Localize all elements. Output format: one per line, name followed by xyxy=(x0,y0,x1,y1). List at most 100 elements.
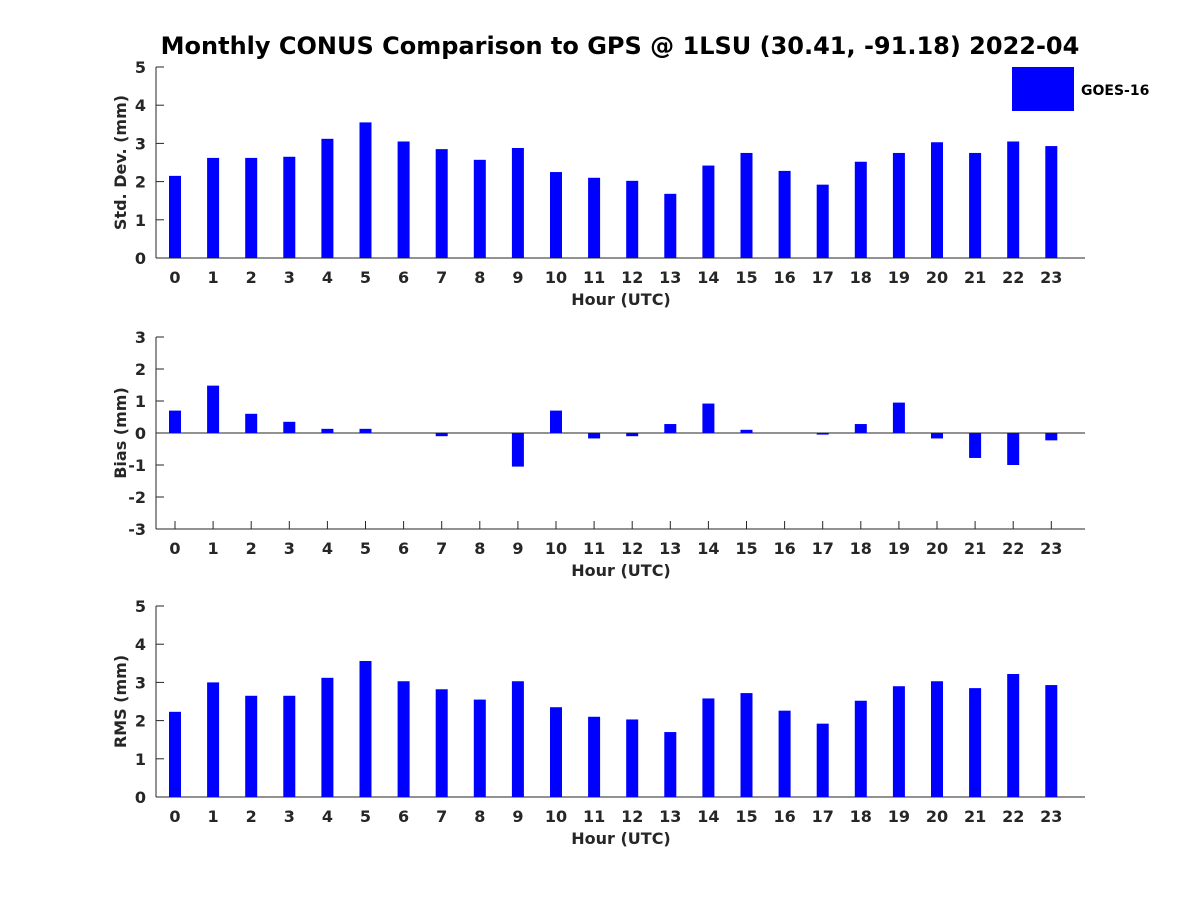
rms-bar xyxy=(435,689,448,797)
std-dev-bar xyxy=(931,142,943,258)
bias-bar xyxy=(435,433,448,437)
std-dev-y-tick-label: 4 xyxy=(135,96,146,115)
std-dev-x-tick-label: 21 xyxy=(964,268,986,287)
bias-bar xyxy=(511,433,524,467)
std-dev-x-tick-label: 2 xyxy=(246,268,257,287)
std-dev-y-tick-label: 5 xyxy=(135,58,146,77)
rms-x-tick-label: 5 xyxy=(360,807,371,826)
rms-x-tick-label: 2 xyxy=(246,807,257,826)
rms-bar xyxy=(702,698,715,797)
rms-x-tick-label: 0 xyxy=(169,807,180,826)
std-dev-x-tick-label: 20 xyxy=(926,268,948,287)
rms-x-tick-label: 3 xyxy=(284,807,295,826)
bias-x-axis-label: Hour (UTC) xyxy=(571,561,671,580)
bias-bar xyxy=(169,410,181,433)
std-dev-x-tick-label: 5 xyxy=(360,268,371,287)
std-dev-x-tick-label: 22 xyxy=(1002,268,1024,287)
bias-y-tick-label: 0 xyxy=(135,424,146,443)
bias-bar xyxy=(664,424,677,433)
std-dev-bar xyxy=(702,165,715,258)
rms-bar xyxy=(740,693,753,797)
rms-x-axis-label: Hour (UTC) xyxy=(571,829,671,848)
rms-x-tick-label: 18 xyxy=(850,807,872,826)
rms-x-tick-label: 10 xyxy=(545,807,567,826)
bias-y-tick-label: 1 xyxy=(135,392,146,411)
bias-bar xyxy=(816,433,829,435)
std-dev-x-tick-label: 13 xyxy=(659,268,681,287)
rms-x-tick-label: 13 xyxy=(659,807,681,826)
rms-x-tick-label: 4 xyxy=(322,807,333,826)
std-dev-bar xyxy=(588,177,601,258)
rms-x-tick-label: 6 xyxy=(398,807,409,826)
bias-x-tick-label: 9 xyxy=(512,539,523,558)
std-dev-bar xyxy=(892,152,905,258)
rms-bar xyxy=(1045,685,1058,797)
rms-x-tick-label: 21 xyxy=(964,807,986,826)
rms-x-tick-label: 14 xyxy=(697,807,719,826)
std-dev-y-tick-label: 3 xyxy=(135,134,146,153)
bias-x-tick-label: 13 xyxy=(659,539,681,558)
legend-swatch xyxy=(1012,67,1074,111)
rms-x-tick-label: 19 xyxy=(888,807,910,826)
bias-y-tick-label: -1 xyxy=(128,456,146,475)
std-dev-y-tick-label: 0 xyxy=(135,249,146,268)
rms-bar xyxy=(931,681,943,797)
std-dev-bar xyxy=(245,157,258,258)
std-dev-bar xyxy=(1045,146,1058,258)
std-dev-bar xyxy=(435,149,448,258)
rms-bar xyxy=(245,695,258,797)
std-dev-x-tick-label: 0 xyxy=(169,268,180,287)
rms-bar xyxy=(397,681,410,797)
std-dev-x-tick-label: 23 xyxy=(1040,268,1062,287)
std-dev-x-tick-label: 1 xyxy=(208,268,219,287)
std-dev-y-tick-label: 2 xyxy=(135,173,146,192)
rms-y-tick-label: 1 xyxy=(135,750,146,769)
rms-bar xyxy=(511,681,524,797)
bias-bar xyxy=(854,424,867,433)
bias-x-tick-label: 2 xyxy=(246,539,257,558)
bias-bar xyxy=(283,421,296,433)
bias-y-tick-label: 2 xyxy=(135,360,146,379)
bias-y-axis-label: Bias (mm) xyxy=(111,387,130,479)
std-dev-bar xyxy=(969,152,982,258)
rms-x-tick-label: 8 xyxy=(474,807,485,826)
bias-bar xyxy=(1045,433,1058,441)
bias-y-tick-label: 3 xyxy=(135,328,146,347)
rms-bar xyxy=(969,688,982,797)
bias-x-tick-label: 5 xyxy=(360,539,371,558)
bias-x-tick-label: 7 xyxy=(436,539,447,558)
rms-x-tick-label: 7 xyxy=(436,807,447,826)
bias-x-tick-label: 17 xyxy=(812,539,834,558)
rms-bar xyxy=(169,711,181,797)
std-dev-bar xyxy=(626,180,639,258)
rms-bar xyxy=(473,699,486,797)
std-dev-x-tick-label: 19 xyxy=(888,268,910,287)
bias-bar xyxy=(321,428,334,433)
rms-bar xyxy=(778,710,791,797)
bias-x-tick-label: 19 xyxy=(888,539,910,558)
rms-bar xyxy=(816,723,829,797)
std-dev-x-axis-label: Hour (UTC) xyxy=(571,290,671,309)
std-dev-bar xyxy=(359,122,372,258)
bias-x-tick-label: 1 xyxy=(208,539,219,558)
std-dev-y-axis-label: Std. Dev. (mm) xyxy=(111,95,130,230)
rms-bar xyxy=(283,695,296,797)
std-dev-bar xyxy=(854,161,867,258)
rms-bar xyxy=(664,732,677,797)
bias-x-tick-label: 6 xyxy=(398,539,409,558)
bias-bar xyxy=(1007,433,1020,465)
bias-x-tick-label: 22 xyxy=(1002,539,1024,558)
std-dev-bar xyxy=(321,138,334,258)
std-dev-x-tick-label: 15 xyxy=(735,268,757,287)
bias-bar xyxy=(969,433,982,458)
std-dev-x-tick-label: 14 xyxy=(697,268,719,287)
bias-bar xyxy=(626,433,639,437)
rms-y-tick-label: 4 xyxy=(135,635,146,654)
bias-x-tick-label: 20 xyxy=(926,539,948,558)
std-dev-bar xyxy=(397,141,410,258)
std-dev-bar xyxy=(283,156,296,258)
bias-bar xyxy=(740,429,753,433)
rms-bar xyxy=(321,677,334,797)
rms-bar xyxy=(588,716,601,797)
